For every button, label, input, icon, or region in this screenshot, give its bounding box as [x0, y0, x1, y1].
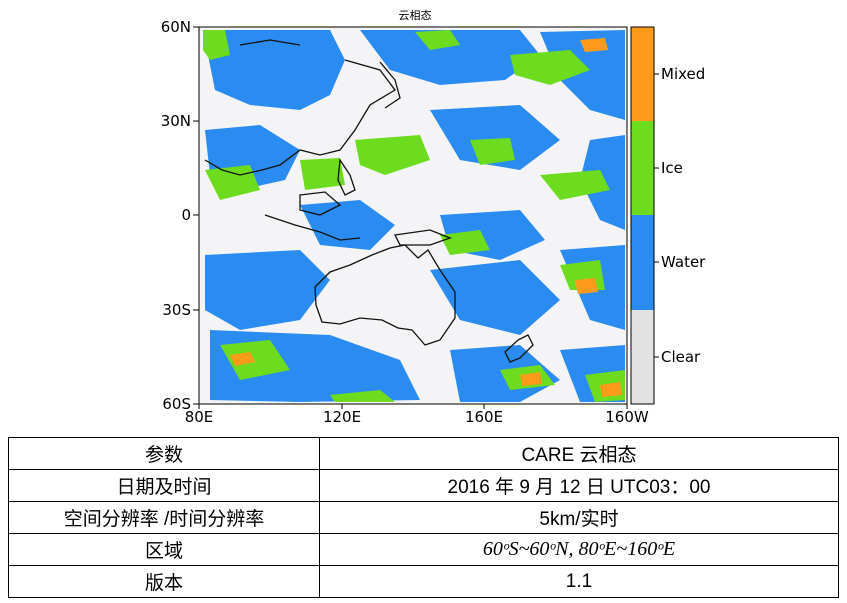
- mixed-cloud-regions: [230, 38, 622, 397]
- colorbar-label-ice: Ice: [661, 159, 683, 177]
- table-row: 参数 CARE 云相态: [8, 437, 839, 470]
- parameter-table: 参数 CARE 云相态 日期及时间 2016 年 9 月 12 日 UTC03：…: [8, 437, 839, 598]
- philippines-coast: [337, 158, 356, 196]
- australia-coast: [314, 244, 456, 346]
- figure-title: 云相态: [399, 9, 432, 22]
- y-tick-label: 30N: [161, 112, 191, 130]
- table-value-cell: CARE 云相态: [319, 437, 839, 470]
- new-zealand-coast: [504, 334, 534, 363]
- colorbar-label-clear: Clear: [661, 348, 701, 366]
- cloud-phase-figure: 云相态: [161, 9, 706, 426]
- table-value-cell: 1.1: [319, 565, 839, 598]
- table-row: 区域 60ᵒS~60ᵒN, 80ᵒE~160ᵒE: [8, 533, 839, 566]
- x-tick-label: 120E: [323, 408, 361, 426]
- colorbar-ice-swatch: [631, 121, 654, 215]
- colorbar: Mixed Ice Water Clear: [630, 26, 706, 405]
- table-key-cell: 参数: [8, 437, 320, 470]
- coastlines: [204, 39, 534, 363]
- y-tick-label: 30S: [162, 301, 191, 319]
- colorbar-water-swatch: [631, 215, 654, 310]
- new-guinea-coast: [394, 229, 452, 246]
- table-value-cell: 60ᵒS~60ᵒN, 80ᵒE~160ᵒE: [319, 533, 839, 566]
- table-value-cell: 5km/实时: [319, 501, 839, 534]
- table-key-cell: 区域: [8, 533, 320, 566]
- x-tick-label: 80E: [185, 408, 214, 426]
- cloud-phase-map: [198, 26, 628, 405]
- indonesia-coast: [264, 214, 361, 241]
- y-tick-label: 60N: [161, 18, 191, 36]
- table-row: 空间分辨率 /时间分辨率 5km/实时: [8, 501, 839, 534]
- table-key-cell: 空间分辨率 /时间分辨率: [8, 501, 320, 534]
- y-tick-label: 0: [181, 206, 191, 224]
- colorbar-clear-swatch: [631, 310, 654, 404]
- table-row: 日期及时间 2016 年 9 月 12 日 UTC03：00: [8, 469, 839, 502]
- colorbar-label-mixed: Mixed: [661, 65, 705, 83]
- y-tick-label: 60S: [162, 395, 191, 413]
- colorbar-mixed-swatch: [631, 27, 654, 121]
- table-value-cell: 2016 年 9 月 12 日 UTC03：00: [319, 469, 839, 502]
- y-axis: 60N 30N 0 30S 60S: [161, 18, 199, 413]
- asia-coast: [204, 59, 396, 176]
- borneo-coast: [299, 191, 342, 216]
- japan-coast: [379, 61, 401, 109]
- x-axis: 80E 120E 160E 160W: [185, 404, 649, 426]
- x-tick-label: 160E: [465, 408, 503, 426]
- colorbar-label-water: Water: [661, 253, 706, 271]
- table-row: 版本 1.1: [8, 565, 839, 598]
- table-key-cell: 日期及时间: [8, 469, 320, 502]
- x-tick-label: 160W: [605, 408, 649, 426]
- table-key-cell: 版本: [8, 565, 320, 598]
- north-asia-line: [239, 39, 301, 46]
